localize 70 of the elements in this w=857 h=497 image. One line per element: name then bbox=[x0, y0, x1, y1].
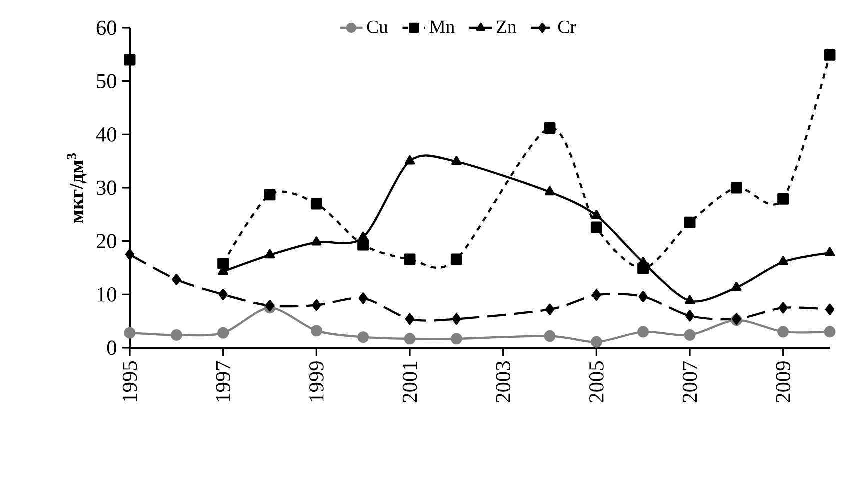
point bbox=[452, 313, 462, 325]
point bbox=[590, 336, 602, 348]
legend-label: Zn bbox=[496, 20, 517, 34]
point bbox=[358, 332, 370, 344]
point bbox=[264, 249, 276, 259]
x-tick-label: 1997 bbox=[216, 361, 231, 402]
point bbox=[730, 182, 742, 194]
x-tick-label: 2003 bbox=[496, 362, 511, 402]
point bbox=[544, 186, 556, 196]
point bbox=[310, 325, 322, 337]
legend-label: Mn bbox=[430, 20, 455, 34]
x-tick-label: 1995 bbox=[122, 362, 138, 402]
point bbox=[824, 247, 836, 256]
x-tick-label: 2007 bbox=[682, 361, 698, 402]
point bbox=[172, 274, 182, 286]
point bbox=[590, 222, 602, 234]
point bbox=[218, 258, 230, 270]
y-tick-label: 20 bbox=[96, 234, 116, 249]
point bbox=[732, 282, 742, 292]
point bbox=[264, 189, 276, 201]
y-axis-title: мкг/дм$^{3}$ bbox=[67, 154, 87, 224]
point bbox=[358, 239, 370, 251]
point bbox=[124, 54, 136, 66]
point bbox=[684, 329, 696, 341]
y-tick-label: 0 bbox=[107, 340, 116, 356]
point bbox=[824, 49, 836, 61]
point bbox=[170, 329, 182, 341]
x-tick-label: 2005 bbox=[589, 362, 604, 402]
point bbox=[218, 327, 230, 339]
point bbox=[405, 313, 415, 325]
point bbox=[450, 254, 462, 266]
y-tick-label: 10 bbox=[98, 287, 116, 302]
legend-label: Cu bbox=[367, 20, 388, 34]
y-tick-label: 40 bbox=[96, 127, 116, 142]
y-tick-label: 60 bbox=[96, 20, 116, 36]
point bbox=[638, 291, 648, 303]
point bbox=[124, 327, 136, 339]
point bbox=[684, 295, 696, 304]
point bbox=[638, 326, 650, 338]
point bbox=[218, 288, 228, 300]
point bbox=[778, 256, 788, 266]
point bbox=[125, 248, 135, 260]
point bbox=[452, 156, 462, 166]
point bbox=[404, 254, 416, 266]
legend-label: Cr bbox=[558, 20, 576, 34]
point bbox=[592, 289, 602, 301]
point bbox=[358, 292, 368, 304]
point bbox=[592, 210, 602, 220]
point bbox=[824, 326, 836, 338]
point bbox=[312, 236, 322, 246]
point bbox=[778, 302, 788, 314]
point bbox=[450, 333, 462, 345]
point bbox=[404, 333, 416, 345]
point bbox=[684, 216, 696, 228]
point bbox=[310, 198, 322, 210]
x-tick-label: 2009 bbox=[776, 362, 791, 402]
x-tick-label: 1999 bbox=[310, 362, 324, 402]
point bbox=[544, 122, 556, 134]
point bbox=[545, 304, 555, 316]
point bbox=[685, 310, 695, 322]
point bbox=[825, 304, 835, 316]
y-tick-label: 50 bbox=[97, 74, 116, 89]
point bbox=[312, 300, 322, 312]
point bbox=[778, 193, 790, 205]
point bbox=[404, 156, 416, 165]
y-tick-label: 30 bbox=[96, 180, 116, 196]
point bbox=[778, 326, 790, 338]
x-tick-label: 2001 bbox=[402, 362, 418, 402]
point bbox=[544, 330, 556, 342]
point bbox=[358, 232, 368, 241]
